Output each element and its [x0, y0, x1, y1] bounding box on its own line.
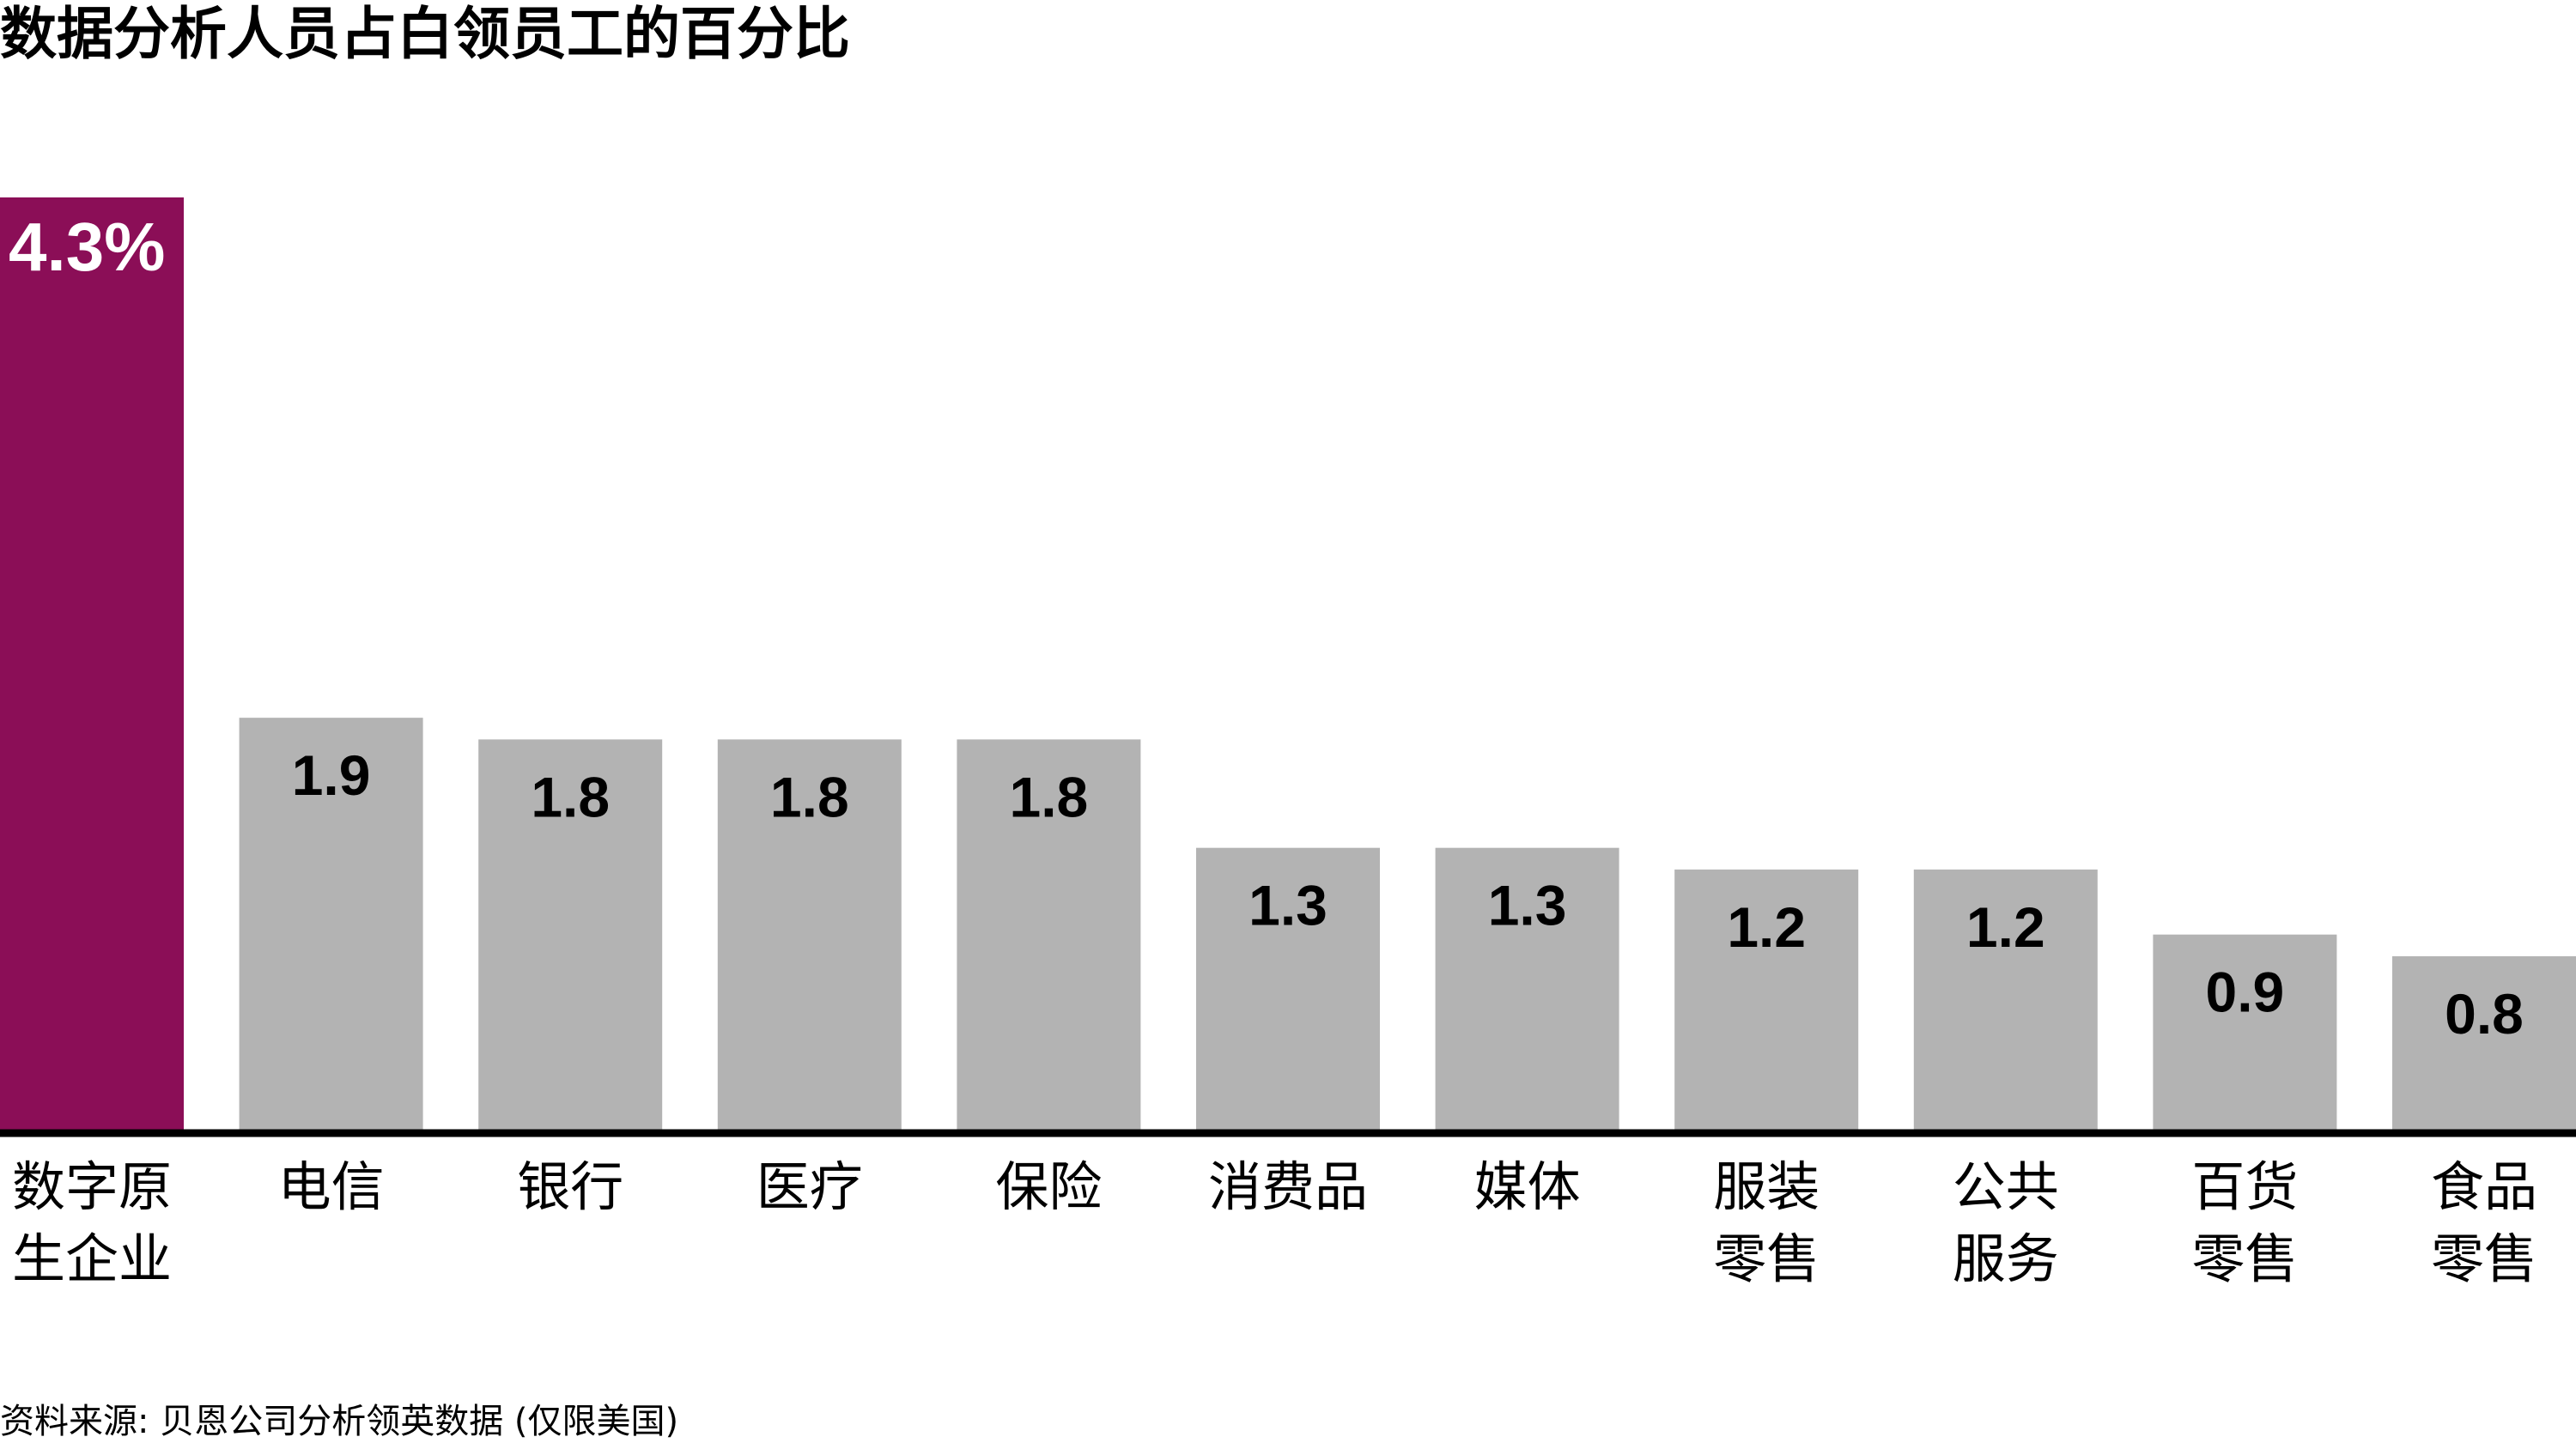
bar [2153, 934, 2337, 1130]
bar-value-label: 1.8 [770, 765, 849, 828]
bar-value-label: 0.9 [2206, 961, 2285, 1024]
bar-value-label: 1.9 [292, 743, 371, 807]
value-labels-group: 4.3% 1.9 1.8 1.8 1.8 1.3 1.3 1.2 1.2 0.9 0.8 [9, 209, 2524, 1046]
bar-value-label: 4.3% [9, 209, 165, 285]
bar-value-label: 1.8 [1010, 765, 1089, 828]
category-label: 电信 [278, 1155, 385, 1218]
category-label: 百货 [2191, 1155, 2298, 1218]
category-label: 消费品 [1208, 1155, 1368, 1218]
bar [1674, 869, 1859, 1130]
bar [1913, 869, 2098, 1130]
category-label: 零售 [1713, 1228, 1820, 1290]
source-note: 资料来源: 贝恩公司分析领英数据 (仅限美国) [0, 1402, 679, 1441]
category-label: 食品 [2431, 1155, 2537, 1218]
category-label: 数字原 [12, 1155, 172, 1218]
category-label: 保险 [995, 1155, 1102, 1218]
bar [239, 718, 423, 1130]
bar [0, 197, 184, 1130]
bars-group [0, 197, 2576, 1130]
bar [717, 739, 902, 1130]
bar-value-label: 1.2 [1966, 895, 2045, 959]
bar-value-label: 1.8 [531, 765, 610, 828]
category-label: 医疗 [756, 1155, 863, 1218]
category-label: 媒体 [1474, 1155, 1581, 1218]
bar [478, 739, 663, 1130]
bar [1435, 847, 1619, 1130]
bar-value-label: 0.8 [2445, 982, 2524, 1046]
bar [1196, 847, 1380, 1130]
category-label: 零售 [2191, 1228, 2298, 1290]
category-label: 零售 [2431, 1228, 2537, 1290]
category-label: 服务 [1953, 1228, 2059, 1290]
chart-title: 数据分析人员占白领员工的百分比 [0, 1, 850, 67]
category-label: 银行 [517, 1155, 623, 1218]
bar-value-label: 1.3 [1488, 874, 1567, 937]
bar-value-label: 1.3 [1249, 874, 1327, 937]
bar [2392, 955, 2576, 1130]
bar [957, 739, 1141, 1130]
category-label: 公共 [1953, 1155, 2059, 1218]
category-label: 服装 [1713, 1155, 1820, 1218]
bar-value-label: 1.2 [1727, 895, 1806, 959]
category-label: 生企业 [12, 1228, 172, 1290]
